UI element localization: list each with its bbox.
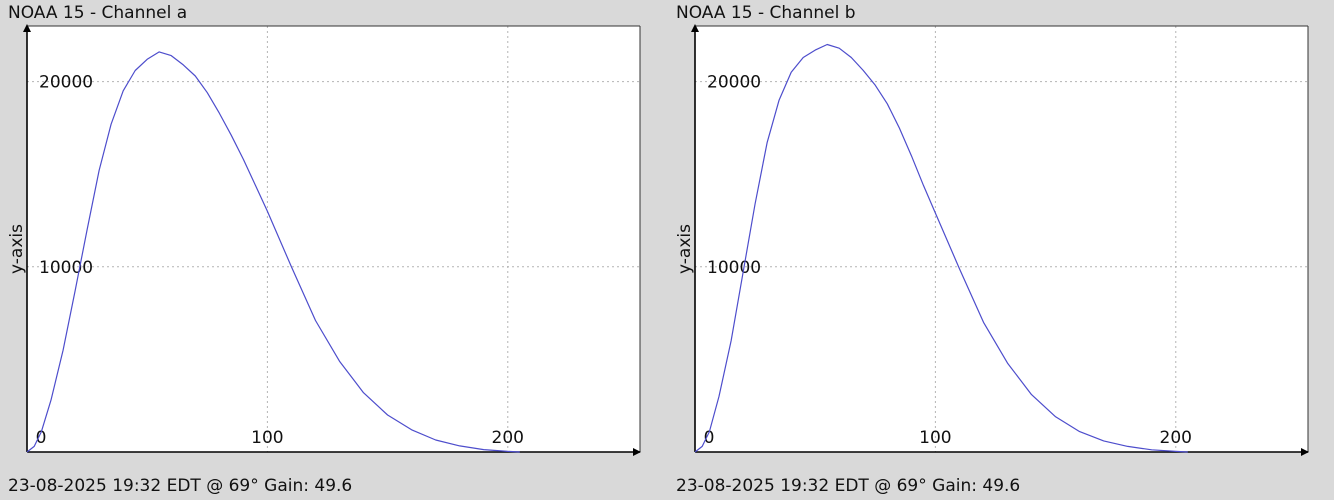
x-tick-label: 200 [1160,428,1192,448]
y-tick-label: 10000 [707,258,761,278]
y-axis-arrow [691,24,699,32]
chart-footer: 23-08-2025 19:32 EDT @ 69° Gain: 49.6 [676,476,1021,496]
x-tick-label: 200 [492,428,524,448]
chart-title: NOAA 15 - Channel b [676,3,856,23]
x-axis-arrow [633,448,641,456]
x-axis-arrow [1301,448,1309,456]
line-chart-b: 10000 20000 0 100 200 y-axis [675,24,1309,456]
plot-area [27,26,640,452]
chart-panel-a: 10000 20000 0 100 200 y-axis NOAA 15 - Channe… [0,0,660,500]
chart-footer: 23-08-2025 19:32 EDT @ 69° Gain: 49.6 [8,476,353,496]
line-chart-a: 10000 20000 0 100 200 y-axis [7,24,641,456]
y-axis-label: y-axis [675,224,695,274]
y-tick-label: 20000 [707,73,761,93]
y-tick-label: 20000 [39,73,93,93]
y-tick-label: 10000 [39,258,93,278]
series-line [26,51,520,453]
x-tick-label: 0 [704,428,715,448]
chart-title: NOAA 15 - Channel a [8,3,188,23]
x-tick-label: 100 [919,428,951,448]
y-axis-arrow [23,24,31,32]
x-tick-label: 100 [251,428,283,448]
x-tick-label: 0 [36,428,47,448]
series-line [694,43,1188,453]
chart-panel-b: 10000 20000 0 100 200 y-axis NOAA 15 - Channe… [668,0,1328,500]
y-axis-label: y-axis [7,224,27,274]
plot-area [695,26,1308,452]
